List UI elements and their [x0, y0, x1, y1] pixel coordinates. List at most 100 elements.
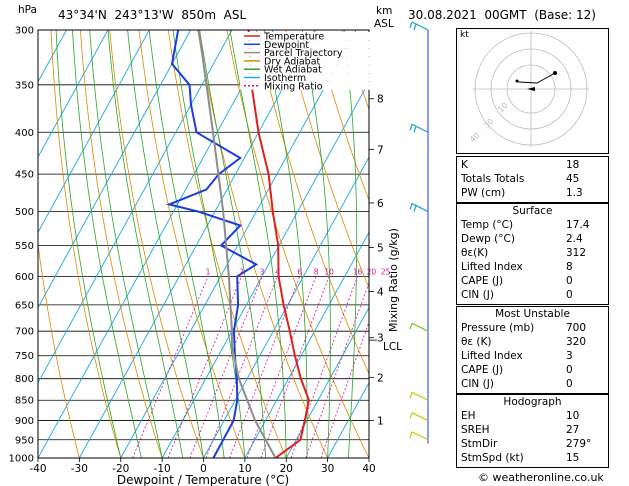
legend-entry: Dewpoint [264, 40, 309, 51]
isotherm-line [78, 30, 316, 458]
hodo-row: StmDir 279° [461, 438, 592, 450]
svg-text:40: 40 [468, 131, 482, 145]
pressure-tick-label: 900 [15, 416, 34, 427]
surface-panel: Surface Temp (°C) 17.4 Dewp (°C) 2.4 θε(K)… [456, 203, 609, 305]
surface-row: θε(K) 312 [461, 247, 587, 259]
pressure-tick-label: 650 [15, 300, 34, 311]
wind-barb-flag [409, 21, 413, 29]
wind-barb [411, 123, 429, 133]
pressure-tick-label: 350 [15, 80, 34, 91]
isotherm-line [285, 306, 369, 458]
wet-adiabat-line [342, 30, 358, 458]
x-tick-label: -30 [71, 463, 88, 475]
mu-row: CAPE (J) 0 [461, 364, 573, 376]
legend-bg [240, 65, 400, 74]
mixing-ratio-line [305, 281, 369, 458]
legend-entry: Wet Adiabat [264, 65, 322, 76]
wind-barb-flag [409, 124, 413, 131]
surface-title: Surface [512, 205, 553, 217]
wet-adiabat-line [127, 30, 204, 458]
profile-temperature [247, 30, 310, 458]
km-tick-label: 3 [377, 333, 384, 345]
mixing-ratio-line [260, 276, 330, 458]
x-tick-label: 40 [362, 463, 375, 475]
hodo-row: EH 10 [461, 410, 580, 422]
mixing-ratio-line [189, 276, 263, 458]
index-row-k: K 18 [461, 159, 580, 171]
index-row-totals: Totals Totals 45 [461, 173, 580, 185]
mixing-ratio-line [246, 276, 317, 458]
isotherm-line [38, 30, 274, 458]
dry-adiabat-line [80, 30, 163, 458]
surface-row: CAPE (J) 0 [461, 275, 573, 287]
mixing-ratio-label: 4 [275, 267, 280, 276]
dry-adiabat-line [608, 30, 629, 458]
mixing-ratio-label: 25 [381, 267, 391, 276]
pressure-tick-label: 1000 [9, 454, 34, 465]
legend-bg [240, 32, 400, 40]
hodo-row: StmSpd (kt) 15 [461, 452, 580, 464]
km-label: km [376, 5, 393, 17]
copyright-link[interactable]: © weatheronline.co.uk [478, 471, 604, 484]
pressure-tick-label: 550 [15, 241, 34, 252]
dry-adiabat-line [109, 30, 204, 458]
isotherm-line [327, 381, 369, 458]
wind-barb [411, 431, 429, 441]
x-tick-label: 10 [238, 463, 251, 475]
isotherm-line [38, 30, 150, 234]
legend-bg [240, 48, 400, 57]
most-unstable-panel: Most Unstable Pressure (mb) 700 θε (K) 320… [456, 306, 609, 394]
km-tick-label: 4 [377, 286, 384, 298]
legend-entry: Temperature [263, 32, 324, 43]
x-tick-label: -10 [154, 463, 171, 475]
hodograph-title: Hodograph [503, 396, 562, 408]
legend-entry: Isotherm [264, 73, 306, 84]
dry-adiabat-line [314, 30, 369, 202]
mu-row: Pressure (mb) 700 [461, 322, 587, 334]
legend-entry: Parcel Trajectory [264, 48, 343, 59]
mixing-ratio-line [167, 276, 242, 458]
mixing-ratio-line [290, 276, 358, 458]
mixing-ratio-label: 3 [260, 267, 265, 276]
asl-label: ASL [374, 18, 394, 30]
pressure-tick-label: 800 [15, 374, 34, 385]
hodograph-trace [516, 72, 556, 84]
legend-bg [240, 73, 400, 82]
legend-bg [240, 40, 400, 49]
wind-barb [411, 322, 429, 332]
wind-barb-flag [413, 23, 417, 31]
mu-row: θε (K) 320 [461, 336, 587, 348]
wind-barb-flag [409, 392, 413, 399]
x-tick-label: -20 [112, 463, 129, 475]
dry-adiabat-line [285, 30, 369, 289]
mixing-ratio-line [229, 276, 301, 458]
mixing-ratio-line [320, 321, 369, 458]
pressure-tick-label: 300 [15, 26, 34, 37]
hpa-label: hPa [18, 4, 37, 16]
km-tick-label: 1 [377, 416, 384, 428]
hodo-row: SREH 27 [461, 424, 580, 436]
wind-barb-flag [409, 412, 413, 419]
km-tick-label: 7 [377, 145, 384, 157]
surface-row: Lifted Index 8 [461, 261, 573, 273]
location-title: 43°34'N 243°13'W 850m ASL [58, 8, 247, 22]
wind-barb-flag [413, 126, 417, 133]
plot-frame [37, 29, 370, 459]
mixing-ratio-label: 10 [324, 267, 334, 276]
wet-adiabat-line [72, 30, 142, 458]
x-tick-label: 20 [280, 463, 293, 475]
dry-adiabat-line [138, 30, 246, 458]
hodograph-stats-panel: Hodograph EH 10 SREH 27 StmDir 279° StmSpd … [456, 394, 609, 468]
indices-panel: K 18 Totals Totals 45 PW (cm) 1.3 [456, 156, 609, 203]
isotherm-line [161, 80, 369, 458]
profile-dewpoint [165, 30, 259, 458]
x-tick-label: 30 [321, 463, 334, 475]
isotherm-line [244, 231, 369, 458]
mixing-ratio-label: 20 [367, 267, 377, 276]
wet-adiabat-line [172, 30, 246, 458]
isotherm-line [120, 30, 357, 458]
dry-adiabat-line [50, 30, 122, 458]
isotherm-line [38, 30, 233, 384]
mixing-ratio-label: 1 [206, 267, 211, 276]
